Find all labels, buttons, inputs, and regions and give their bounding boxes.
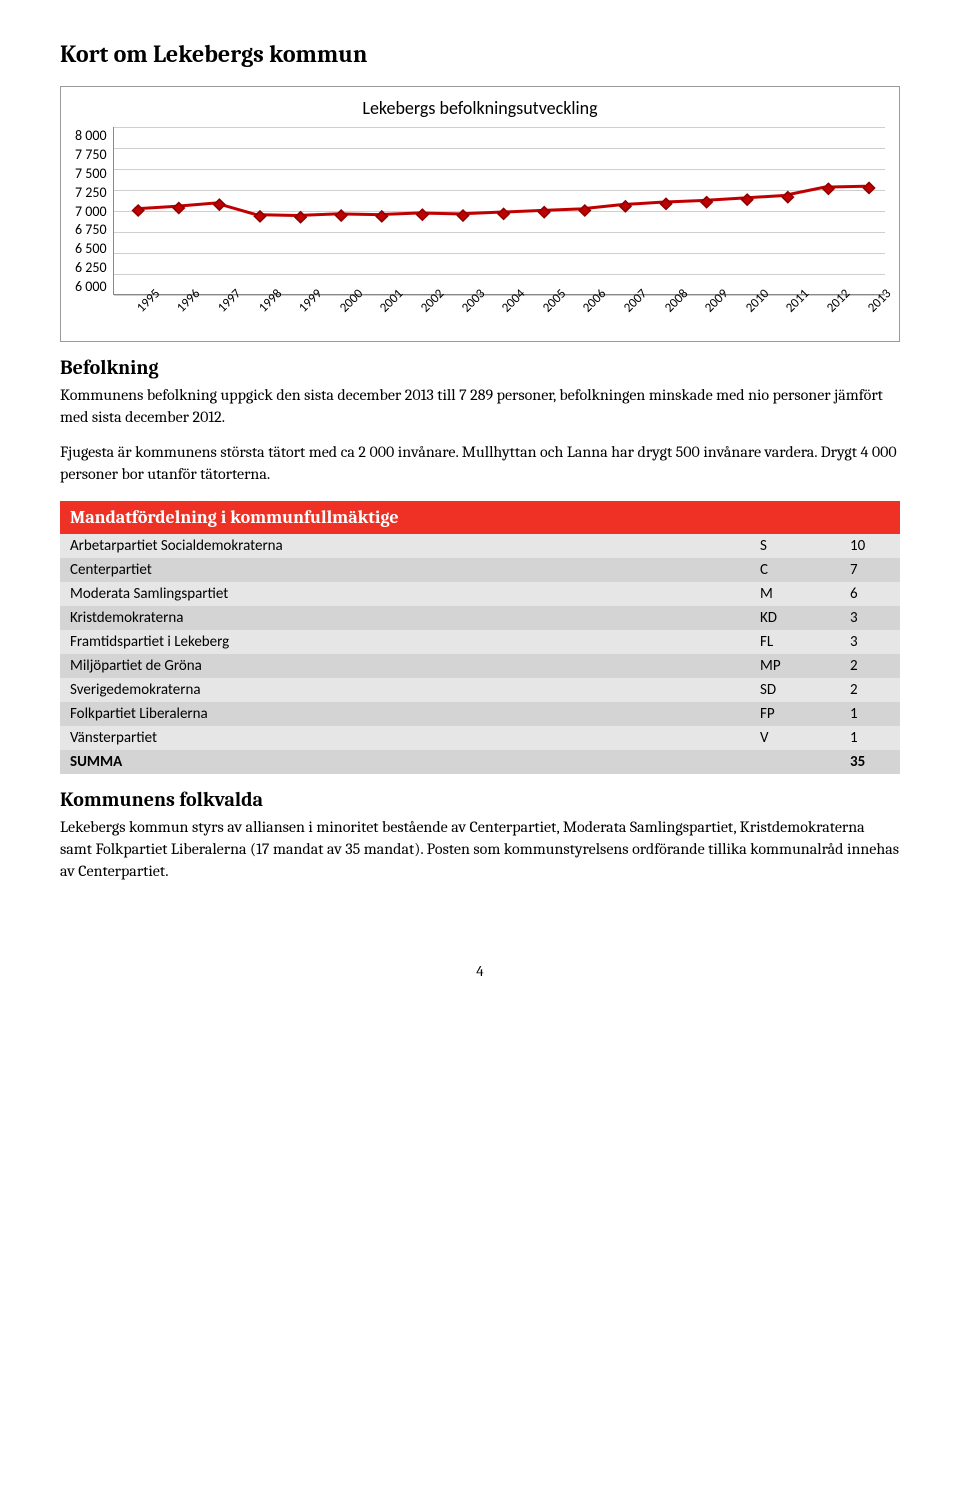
party-name: Kristdemokraterna xyxy=(60,606,750,630)
table-row: Folkpartiet LiberalernaFP1 xyxy=(60,702,900,726)
party-seats: 1 xyxy=(840,702,900,726)
sum-value: 35 xyxy=(840,750,900,774)
party-code: FL xyxy=(750,630,840,654)
data-marker xyxy=(416,209,427,220)
y-tick-label: 8 000 xyxy=(75,127,107,144)
table-row: Arbetarpartiet SocialdemokraternaS10 xyxy=(60,534,900,558)
data-marker xyxy=(213,199,224,210)
party-code: C xyxy=(750,558,840,582)
y-tick-label: 7 250 xyxy=(75,184,107,201)
y-tick-label: 6 250 xyxy=(75,259,107,276)
party-code: SD xyxy=(750,678,840,702)
y-tick-label: 7 750 xyxy=(75,146,107,163)
data-marker xyxy=(498,208,509,219)
y-tick-label: 6 000 xyxy=(75,278,107,295)
data-marker xyxy=(863,182,874,193)
party-seats: 2 xyxy=(840,654,900,678)
table-sum-row: SUMMA 35 xyxy=(60,750,900,774)
data-marker xyxy=(741,194,752,205)
y-tick-label: 6 750 xyxy=(75,221,107,238)
page-title: Kort om Lekebergs kommun xyxy=(60,40,900,68)
data-marker xyxy=(701,197,712,208)
data-marker xyxy=(619,201,630,212)
party-name: Arbetarpartiet Socialdemokraterna xyxy=(60,534,750,558)
table-row: VänsterpartietV1 xyxy=(60,726,900,750)
party-name: Vänsterpartiet xyxy=(60,726,750,750)
party-name: Sverigedemokraterna xyxy=(60,678,750,702)
party-name: Miljöpartiet de Gröna xyxy=(60,654,750,678)
table-row: Miljöpartiet de GrönaMP2 xyxy=(60,654,900,678)
party-seats: 10 xyxy=(840,534,900,558)
data-marker xyxy=(295,212,306,223)
party-name: Moderata Samlingspartiet xyxy=(60,582,750,606)
y-tick-label: 7 500 xyxy=(75,165,107,182)
party-code: MP xyxy=(750,654,840,678)
table-row: Framtidspartiet i LekebergFL3 xyxy=(60,630,900,654)
section-folkvalda-title: Kommunens folkvalda xyxy=(60,788,900,811)
sum-label: SUMMA xyxy=(60,750,750,774)
data-marker xyxy=(132,205,143,216)
data-marker xyxy=(660,198,671,209)
paragraph-3: Lekebergs kommun styrs av alliansen i mi… xyxy=(60,817,900,882)
y-tick-label: 6 500 xyxy=(75,240,107,257)
data-marker xyxy=(254,211,265,222)
party-seats: 2 xyxy=(840,678,900,702)
table-row: Moderata SamlingspartietM6 xyxy=(60,582,900,606)
chart-y-axis: 8 000 7 750 7 500 7 250 7 0006 750 6 500 6 250… xyxy=(75,127,113,295)
party-code: KD xyxy=(750,606,840,630)
data-marker xyxy=(457,210,468,221)
data-marker xyxy=(335,210,346,221)
chart-plot: 1995199619971998199920002001200220032004… xyxy=(113,127,885,295)
party-seats: 3 xyxy=(840,606,900,630)
paragraph-2: Fjugesta är kommunens största tätort med… xyxy=(60,442,900,485)
section-befolkning-title: Befolkning xyxy=(60,356,900,379)
party-name: Centerpartiet xyxy=(60,558,750,582)
data-marker xyxy=(376,211,387,222)
party-code: S xyxy=(750,534,840,558)
data-marker xyxy=(822,183,833,194)
party-code: M xyxy=(750,582,840,606)
party-name: Folkpartiet Liberalerna xyxy=(60,702,750,726)
data-marker xyxy=(173,203,184,214)
population-chart: Lekebergs befolkningsutveckling 8 000 7 7… xyxy=(60,86,900,342)
party-name: Framtidspartiet i Lekeberg xyxy=(60,630,750,654)
party-code: FP xyxy=(750,702,840,726)
paragraph-1: Kommunens befolkning uppgick den sista d… xyxy=(60,385,900,428)
table-row: SverigedemokraternaSD2 xyxy=(60,678,900,702)
party-seats: 6 xyxy=(840,582,900,606)
table-row: CenterpartietC7 xyxy=(60,558,900,582)
chart-title: Lekebergs befolkningsutveckling xyxy=(75,97,885,119)
table-row: KristdemokraternaKD3 xyxy=(60,606,900,630)
party-code: V xyxy=(750,726,840,750)
table-header: Mandatfördelning i kommunfullmäktige xyxy=(60,501,900,534)
party-seats: 3 xyxy=(840,630,900,654)
party-seats: 7 xyxy=(840,558,900,582)
y-tick-label: 7 000 xyxy=(75,203,107,220)
party-seats: 1 xyxy=(840,726,900,750)
page-number: 4 xyxy=(60,962,900,980)
mandat-table: Mandatfördelning i kommunfullmäktige Arb… xyxy=(60,501,900,774)
data-marker xyxy=(538,207,549,218)
